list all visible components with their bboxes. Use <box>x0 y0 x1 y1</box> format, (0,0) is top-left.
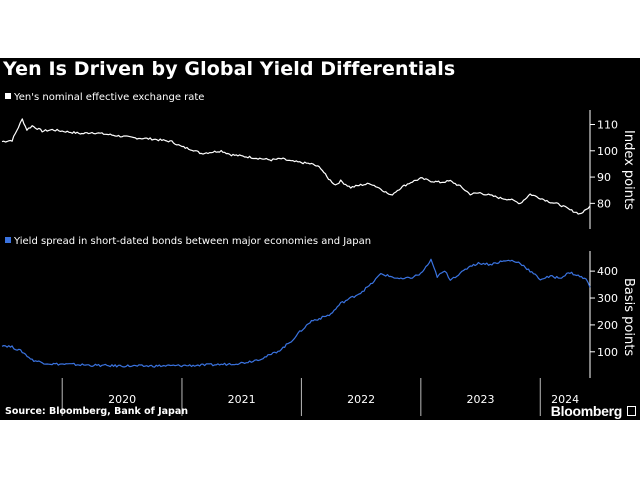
legend-label-top: Yen's nominal effective exchange rate <box>14 92 205 103</box>
legend-swatch-top <box>5 93 11 99</box>
legend-swatch-bottom <box>5 237 11 243</box>
x-tick-label: 2020 <box>108 393 136 406</box>
x-tick-label: 2023 <box>467 393 495 406</box>
bloomberg-logo: Bloomberg <box>550 403 623 419</box>
legend-label-bottom: Yield spread in short-dated bonds betwee… <box>14 236 372 247</box>
y-tick-label: 80 <box>597 197 611 210</box>
y-tick-label: 300 <box>597 292 618 305</box>
chart-title: Yen Is Driven by Global Yield Differenti… <box>3 58 456 80</box>
y-tick-label: 100 <box>597 346 618 359</box>
y-tick-label: 200 <box>597 319 618 332</box>
y-tick-label: 100 <box>597 145 618 158</box>
series-line <box>1 258 591 368</box>
legend-top: Yen's nominal effective exchange rate <box>5 92 204 103</box>
x-tick-label: 2024 <box>551 393 579 406</box>
chart-panel: Yen Is Driven by Global Yield Differenti… <box>0 58 640 420</box>
bloomberg-logo-icon <box>627 406 636 416</box>
source-note: Source: Bloomberg, Bank of Japan <box>5 406 189 417</box>
chart-svg: 2020 2021 2022 2023 2024 80 90 100 110 100 200 300 4… <box>1 110 618 416</box>
x-tick-label: 2021 <box>228 393 256 406</box>
y-tick-label: 400 <box>597 265 618 278</box>
series-line <box>1 118 591 215</box>
legend-bottom: Yield spread in short-dated bonds betwee… <box>5 236 371 247</box>
y-tick-label: 90 <box>597 171 611 184</box>
y-tick-label: 110 <box>597 119 618 132</box>
x-tick-label: 2022 <box>347 393 375 406</box>
